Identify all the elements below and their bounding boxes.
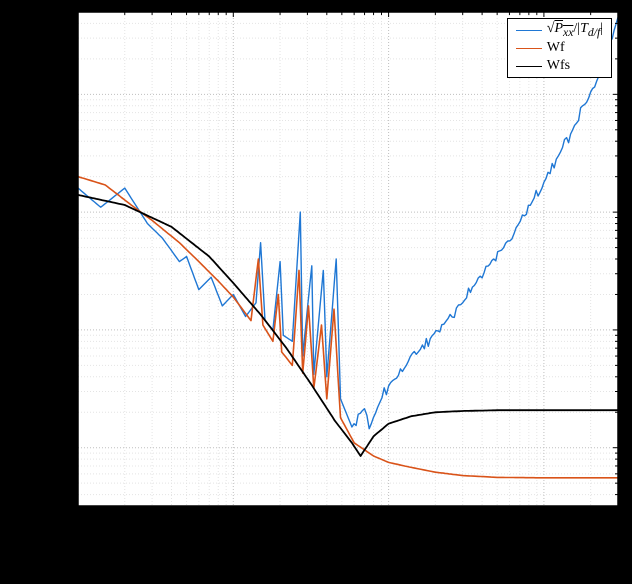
- x-ticklabel: 10⁻²: [60, 512, 96, 527]
- legend: √Pxx/|Td/f|Wf Wfs: [507, 18, 612, 78]
- y-axis-label: Magnitude: [22, 221, 43, 299]
- legend-entry: Wfs: [510, 57, 603, 75]
- legend-line: [516, 48, 542, 49]
- x-ticklabel: 10⁰: [371, 512, 407, 527]
- x-axis-label: Frequency (Hz): [78, 532, 618, 553]
- y-ticklabel: 10⁻⁴: [49, 322, 72, 337]
- y-ticklabel: 10⁻³: [50, 204, 72, 219]
- legend-entry: √Pxx/|Td/f|: [510, 21, 603, 39]
- legend-line: [516, 30, 542, 31]
- y-ticklabel: 10⁻²: [50, 86, 72, 101]
- x-ticklabel: 10⁻¹: [215, 512, 251, 527]
- legend-label: √Pxx/|Td/f|: [547, 21, 603, 39]
- legend-label: Wfs: [547, 58, 570, 74]
- legend-label: Wf: [547, 40, 565, 56]
- legend-line: [516, 66, 542, 67]
- plot-svg: [0, 0, 632, 584]
- y-ticklabel: 10⁻⁵: [49, 440, 72, 455]
- legend-entry: Wf: [510, 39, 603, 57]
- x-ticklabel: 10¹: [526, 512, 562, 527]
